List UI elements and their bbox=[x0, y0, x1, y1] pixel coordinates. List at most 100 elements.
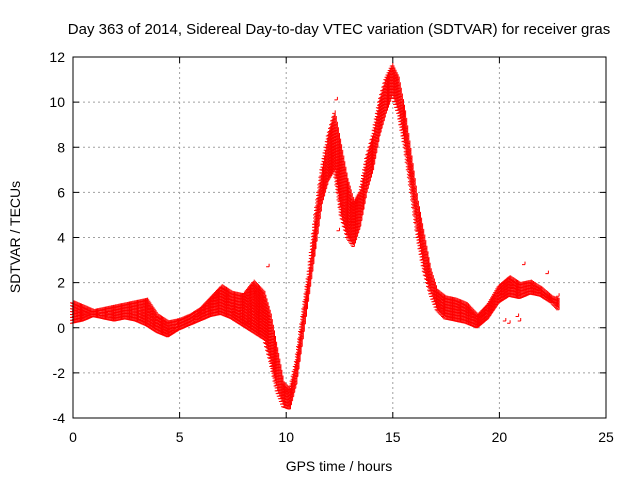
y-tick-label: 12 bbox=[49, 49, 65, 65]
data-point bbox=[540, 287, 544, 291]
data-point bbox=[156, 314, 160, 318]
data-point bbox=[314, 235, 318, 239]
data-point bbox=[304, 305, 308, 310]
chart-title: Day 363 of 2014, Sidereal Day-to-day VTE… bbox=[68, 21, 610, 38]
data-point bbox=[467, 305, 472, 310]
data-point bbox=[309, 265, 314, 269]
data-point bbox=[351, 243, 355, 247]
data-point bbox=[414, 196, 418, 200]
data-point bbox=[420, 231, 425, 236]
data-point bbox=[266, 305, 270, 310]
data-point bbox=[410, 166, 414, 170]
data-point bbox=[297, 358, 301, 363]
data-point bbox=[435, 289, 440, 293]
y-tick-label: 10 bbox=[49, 94, 65, 110]
data-point bbox=[403, 124, 408, 128]
data-point bbox=[402, 110, 407, 114]
data-point bbox=[379, 125, 383, 129]
data-point bbox=[382, 114, 386, 118]
data-point bbox=[288, 401, 292, 406]
data-point bbox=[515, 313, 520, 317]
data-point bbox=[293, 381, 298, 385]
data-point bbox=[259, 288, 264, 293]
data-point bbox=[347, 185, 351, 190]
data-point bbox=[381, 117, 385, 122]
data-point bbox=[317, 212, 321, 217]
data-point bbox=[314, 238, 318, 242]
data-point bbox=[471, 310, 476, 314]
data-point bbox=[530, 281, 534, 285]
data-point bbox=[356, 226, 361, 231]
data-point bbox=[305, 298, 310, 302]
data-point bbox=[425, 251, 429, 255]
x-tick-label: 5 bbox=[176, 429, 184, 445]
data-point bbox=[308, 275, 313, 280]
data-point bbox=[419, 226, 424, 230]
data-point bbox=[429, 271, 433, 276]
data-point bbox=[364, 189, 368, 193]
data-point bbox=[413, 188, 417, 193]
data-point bbox=[366, 181, 370, 186]
data-point bbox=[317, 215, 321, 220]
data-point bbox=[310, 260, 315, 265]
data-point bbox=[399, 93, 403, 97]
data-point bbox=[380, 121, 384, 126]
data-point bbox=[228, 290, 233, 294]
data-point bbox=[344, 175, 348, 179]
data-point bbox=[502, 318, 507, 322]
data-point bbox=[468, 306, 473, 311]
data-point bbox=[324, 181, 329, 186]
data-point bbox=[294, 373, 299, 378]
data-points bbox=[70, 63, 560, 410]
data-point bbox=[302, 321, 306, 325]
data-point bbox=[358, 217, 363, 222]
data-point bbox=[417, 211, 421, 216]
data-point bbox=[406, 146, 411, 151]
data-point bbox=[340, 155, 345, 159]
data-point bbox=[407, 148, 412, 152]
x-tick-label: 20 bbox=[492, 429, 508, 445]
data-point bbox=[301, 328, 305, 332]
data-point bbox=[411, 176, 415, 181]
data-point bbox=[303, 313, 307, 317]
data-point bbox=[369, 170, 373, 175]
data-point bbox=[271, 330, 275, 334]
data-point bbox=[413, 185, 417, 190]
data-point bbox=[159, 322, 163, 326]
data-point bbox=[365, 185, 369, 190]
data-point bbox=[318, 208, 322, 212]
data-point bbox=[414, 193, 418, 197]
data-point bbox=[404, 125, 409, 129]
data-point bbox=[427, 262, 431, 267]
data-point bbox=[378, 129, 382, 133]
data-point bbox=[299, 343, 303, 348]
data-point bbox=[511, 277, 515, 282]
data-point bbox=[157, 314, 161, 319]
data-point bbox=[353, 236, 358, 241]
data-point bbox=[409, 155, 413, 159]
data-point bbox=[316, 220, 320, 224]
data-point bbox=[383, 110, 387, 114]
data-point bbox=[370, 166, 375, 171]
x-tick-label: 25 bbox=[598, 429, 614, 445]
data-point bbox=[418, 217, 423, 222]
data-point bbox=[144, 297, 149, 302]
data-point bbox=[287, 406, 291, 410]
data-point bbox=[147, 302, 152, 306]
data-point bbox=[398, 87, 402, 92]
data-point bbox=[296, 366, 300, 370]
y-tick-label: -4 bbox=[53, 410, 66, 426]
data-point bbox=[363, 195, 367, 199]
data-point bbox=[266, 263, 270, 268]
data-point bbox=[421, 237, 426, 242]
data-point bbox=[531, 281, 536, 286]
data-point bbox=[405, 139, 410, 143]
x-axis-label: GPS time / hours bbox=[286, 458, 393, 474]
data-point bbox=[416, 206, 420, 210]
data-point bbox=[333, 119, 337, 123]
data-point bbox=[306, 290, 311, 295]
data-point bbox=[151, 307, 155, 311]
data-point bbox=[386, 101, 391, 105]
data-point bbox=[152, 308, 156, 313]
data-point bbox=[312, 253, 316, 257]
